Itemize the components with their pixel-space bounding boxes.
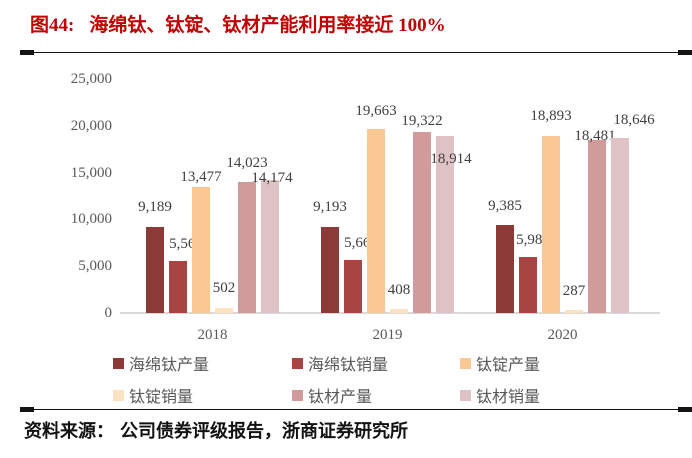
- legend-swatch-icon: [460, 389, 471, 401]
- bar-钛材销量-2018: [261, 180, 279, 313]
- bar-钛锭产量-2019: [367, 128, 385, 313]
- bar-钛锭产量-2020: [542, 136, 560, 313]
- bar-value-label: 18,893: [530, 108, 572, 125]
- x-axis-label: 2019: [372, 327, 403, 343]
- bar-value-label: 9,385: [488, 198, 522, 215]
- bar-value-label: 14,023: [226, 154, 268, 171]
- bar-海绵钛销量-2019: [344, 259, 362, 313]
- bar-钛锭销量-2018: [215, 308, 233, 313]
- x-axis-line: [120, 312, 660, 314]
- legend-label: 钛材销量: [476, 389, 541, 406]
- legend-label: 钛锭产量: [476, 357, 541, 374]
- top-divider-line: [20, 50, 692, 55]
- bar-value-label: 9,193: [313, 198, 347, 215]
- bar-钛材产量-2019: [413, 132, 431, 313]
- y-tick-label: 25,000: [70, 71, 112, 87]
- bar-钛材销量-2019: [436, 135, 454, 313]
- legend-item-海绵钛产量: 海绵钛产量: [113, 354, 210, 374]
- bar-value-label: 18,914: [430, 150, 472, 167]
- bar-value-label: 19,663: [355, 102, 397, 119]
- source-label: 资料来源：: [24, 421, 114, 441]
- divider-right-cap: [678, 50, 692, 55]
- bar-value-label: 18,481: [574, 128, 616, 145]
- bar-value-label: 19,322: [401, 113, 443, 130]
- legend-item-钛材销量: 钛材销量: [460, 386, 541, 406]
- bar-钛锭产量-2018: [192, 186, 210, 313]
- bar-value-label: 18,646: [613, 112, 655, 129]
- y-tick-label: 15,000: [70, 164, 112, 181]
- bar-钛材产量-2018: [238, 181, 256, 313]
- bar-海绵钛产量-2018: [146, 226, 164, 313]
- bar-钛材销量-2020: [611, 138, 629, 313]
- source-text: 公司债券评级报告，浙商证券研究所: [120, 421, 408, 441]
- bar-value-label: 5,984: [516, 231, 550, 248]
- bar-海绵钛产量-2020: [496, 225, 514, 313]
- bar-value-label: 13,477: [180, 168, 222, 185]
- legend-label: 钛材产量: [308, 389, 373, 406]
- x-axis-label: 2020: [547, 327, 578, 343]
- legend-item-钛锭产量: 钛锭产量: [460, 354, 541, 374]
- figure-title-text: 海绵钛、钛锭、钛材产能利用率接近 100%: [89, 15, 446, 36]
- legend-item-钛材产量: 钛材产量: [292, 386, 373, 406]
- legend-swatch-icon: [292, 389, 303, 401]
- divider-left-cap: [20, 407, 34, 412]
- legend-swatch-icon: [113, 357, 124, 369]
- bar-value-label: 502: [212, 280, 236, 297]
- x-axis-label: 2018: [197, 327, 228, 343]
- legend-label: 海绵钛产量: [129, 357, 210, 374]
- bar-海绵钛产量-2019: [321, 226, 339, 313]
- bar-value-label: 287: [562, 283, 586, 300]
- bar-钛材产量-2020: [588, 140, 606, 313]
- divider-right-cap: [678, 407, 692, 412]
- legend-label: 钛锭销量: [129, 389, 194, 406]
- legend-swatch-icon: [460, 357, 471, 369]
- bottom-divider-line: [20, 407, 692, 412]
- divider-left-cap: [20, 50, 34, 55]
- bar-value-label: 14,174: [251, 170, 293, 187]
- legend-item-海绵钛销量: 海绵钛销量: [292, 354, 389, 374]
- y-tick-label: 5,000: [78, 258, 112, 275]
- bar-value-label: 408: [387, 282, 411, 299]
- bar-钛锭销量-2019: [390, 309, 408, 313]
- bar-value-label: 9,189: [138, 198, 172, 215]
- y-tick-label: 10,000: [70, 211, 112, 228]
- bar-海绵钛销量-2020: [519, 256, 537, 313]
- y-tick-label: 20,000: [70, 117, 112, 134]
- figure-title: 图44: 海绵钛、钛锭、钛材产能利用率接近 100%: [30, 10, 446, 37]
- legend-item-钛锭销量: 钛锭销量: [113, 386, 194, 406]
- legend-swatch-icon: [113, 389, 124, 401]
- legend-label: 海绵钛销量: [308, 357, 389, 374]
- bar-海绵钛销量-2018: [169, 260, 187, 313]
- legend-swatch-icon: [292, 357, 303, 369]
- data-source-note: 资料来源： 公司债券评级报告，浙商证券研究所: [24, 417, 408, 443]
- figure-number-label: 图44:: [30, 15, 75, 36]
- y-tick-label: 0: [104, 305, 113, 321]
- bar-钛锭销量-2020: [565, 310, 583, 313]
